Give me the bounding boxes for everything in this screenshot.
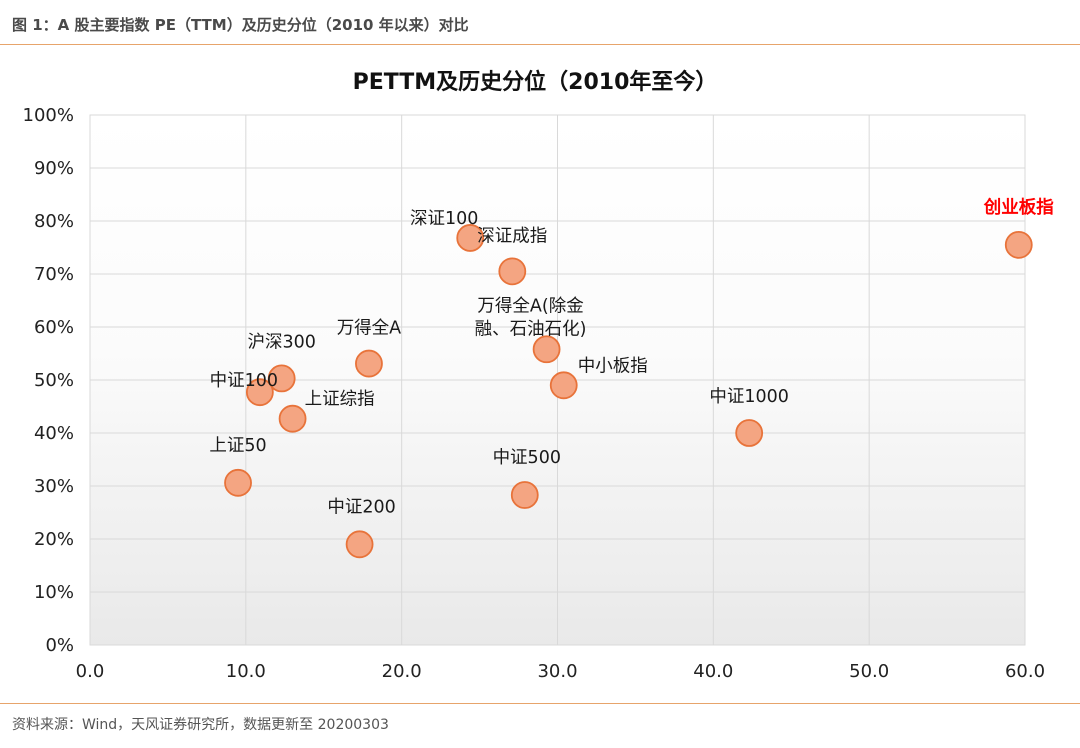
data-point	[267, 364, 296, 393]
data-point	[345, 530, 374, 559]
chart-title: PETTM及历史分位（2010年至今）	[353, 69, 718, 95]
point-label: 万得全A(除金融、石油石化)	[475, 296, 587, 339]
point-label: 中小板指	[578, 356, 648, 376]
point-label-line: 融、石油石化)	[475, 319, 587, 339]
y-tick-label: 0%	[45, 635, 74, 656]
point-label: 中证200	[327, 497, 395, 517]
point-label: 上证综指	[305, 390, 375, 410]
data-point	[224, 468, 252, 497]
x-tick-label: 50.0	[849, 661, 889, 682]
source-note: 资料来源：Wind，天风证券研究所，数据更新至 20200303	[12, 717, 389, 733]
y-tick-label: 50%	[34, 370, 74, 391]
y-tick-label: 90%	[34, 158, 74, 179]
y-tick-label: 40%	[34, 423, 74, 444]
data-point	[1004, 230, 1033, 259]
x-tick-label: 0.0	[76, 661, 105, 682]
y-tick-label: 80%	[34, 211, 74, 232]
point-label-line: 万得全A(除金	[477, 296, 583, 316]
y-axis-ticks: 0% 10% 20% 30% 40% 50% 60% 70% 80% 90% 100%	[23, 105, 74, 656]
x-tick-label: 40.0	[693, 661, 733, 682]
data-point	[355, 349, 383, 378]
figure-title: 图 1：A 股主要指数 PE（TTM）及历史分位（2010 年以来）对比	[12, 16, 469, 34]
header-divider	[0, 44, 1080, 45]
y-tick-label: 100%	[23, 105, 74, 126]
data-point	[532, 335, 561, 364]
point-label: 中证500	[493, 448, 561, 468]
y-tick-label: 30%	[34, 476, 74, 497]
data-point	[549, 371, 578, 400]
x-tick-label: 30.0	[537, 661, 577, 682]
data-point	[245, 378, 274, 407]
y-tick-label: 20%	[34, 529, 74, 550]
data-point	[498, 257, 527, 286]
point-label: 中证1000	[709, 387, 789, 407]
x-tick-label: 20.0	[382, 661, 422, 682]
data-point	[278, 404, 307, 433]
data-point	[456, 224, 485, 252]
point-label: 中证100	[210, 371, 278, 391]
data-point	[510, 481, 539, 509]
point-label: 沪深300	[247, 332, 315, 352]
point-label: 深证成指	[477, 226, 547, 246]
x-axis-ticks: 0.0 10.0 20.0 30.0 40.0 50.0 60.0	[76, 661, 1045, 682]
x-tick-label: 10.0	[226, 661, 266, 682]
y-tick-label: 60%	[34, 317, 74, 338]
data-points	[224, 224, 1033, 559]
gridlines	[89, 114, 1026, 646]
point-label: 上证50	[209, 436, 266, 456]
point-label: 深证100	[410, 209, 478, 229]
data-point	[735, 419, 764, 447]
point-label: 万得全A	[337, 319, 401, 339]
scatter-chart: PETTM及历史分位（2010年至今） 0% 10% 20% 30% 40% 50% 60%…	[23, 69, 1055, 682]
y-tick-label: 70%	[34, 264, 74, 285]
footer-divider	[0, 703, 1080, 704]
point-label: 创业板指	[983, 197, 1054, 218]
x-tick-label: 60.0	[1005, 661, 1045, 682]
y-tick-label: 10%	[34, 582, 74, 603]
